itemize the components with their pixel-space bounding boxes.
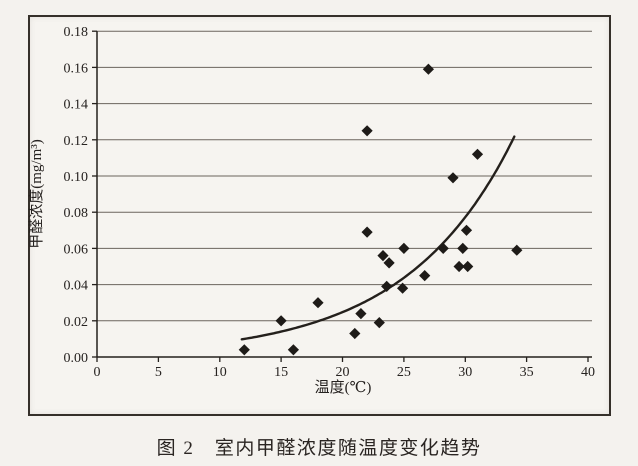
x-tick-label: 5 [155,365,162,380]
tick-labels: 0.00 0.02 0.04 0.06 0.08 0.10 0.12 0.14 0.16 0.18… [64,25,596,380]
data-point [275,315,287,327]
x-tick-label: 10 [213,365,227,380]
x-tick-label: 25 [397,365,411,380]
data-point [398,242,410,254]
y-tick-label: 0.08 [64,206,89,221]
x-axis-title: 温度(℃) [315,379,372,396]
y-tick-label: 0.16 [64,61,89,76]
data-point [397,282,409,294]
data-point [437,242,449,254]
axes [96,31,592,358]
data-point [349,327,361,340]
x-tick-label: 15 [274,365,288,380]
data-point [462,260,474,273]
x-tick-label: 30 [458,365,472,380]
data-point [453,260,465,273]
x-tick-label: 40 [581,365,595,380]
trend-line [240,135,516,341]
data-point [419,270,431,282]
data-point [361,125,373,137]
x-tick-label: 20 [336,365,350,380]
data-point [381,280,393,292]
data-point [447,172,459,184]
data-point [377,250,389,262]
chart-frame [28,15,611,416]
x-tick-label: 35 [520,365,534,380]
data-point [383,257,395,269]
y-axis-title: 甲醛浓度(mg/m³) [28,139,45,249]
y-tick-label: 0.12 [64,134,89,149]
y-tick-label: 0.02 [64,315,89,330]
figure-caption: 图 2 室内甲醛浓度随温度变化趋势 [156,438,482,459]
y-tick-label: 0.06 [64,242,89,257]
gridlines [97,30,592,358]
trend-curve [240,135,516,341]
data-point [460,224,473,236]
data-point [373,317,385,329]
data-point [361,226,373,238]
x-tick-label: 0 [94,365,101,380]
y-tick-label: 0.18 [64,25,89,40]
data-point [287,344,299,356]
data-point [355,308,367,320]
data-point [471,148,484,160]
y-tick-label: 0.14 [64,98,89,113]
y-tick-label: 0.10 [64,170,89,185]
y-tick-label: 0.04 [64,279,89,294]
data-points [238,63,523,356]
data-point [422,63,434,75]
data-point [457,242,469,254]
y-tick-label: 0.00 [64,351,89,366]
data-point [511,244,523,256]
axis-ticks [92,30,589,362]
data-point [312,297,324,309]
data-point [238,344,250,356]
